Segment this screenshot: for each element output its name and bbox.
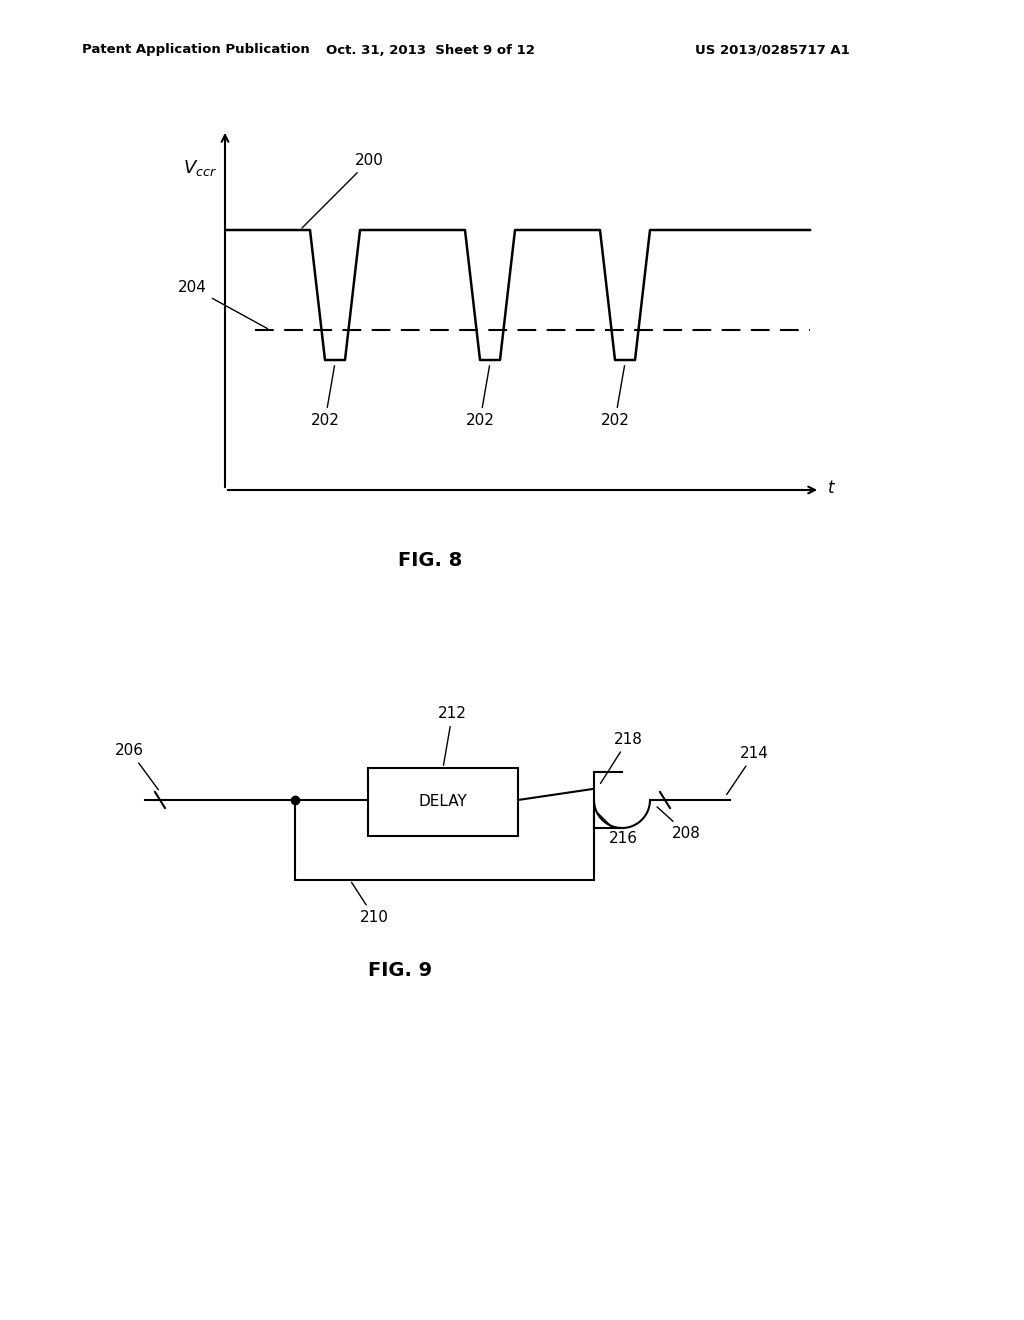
Text: FIG. 8: FIG. 8	[398, 550, 462, 569]
Text: 212: 212	[438, 706, 467, 766]
Text: 202: 202	[466, 366, 495, 428]
Text: 208: 208	[657, 807, 700, 841]
Text: 214: 214	[727, 746, 769, 795]
Text: 200: 200	[302, 153, 384, 228]
Text: DELAY: DELAY	[419, 795, 467, 809]
Text: 206: 206	[115, 743, 159, 789]
Text: US 2013/0285717 A1: US 2013/0285717 A1	[695, 44, 850, 57]
Text: 202: 202	[600, 366, 630, 428]
Text: 204: 204	[178, 280, 267, 329]
Text: 218: 218	[600, 731, 643, 784]
Text: Oct. 31, 2013  Sheet 9 of 12: Oct. 31, 2013 Sheet 9 of 12	[326, 44, 535, 57]
Text: t: t	[828, 479, 835, 498]
Text: Patent Application Publication: Patent Application Publication	[82, 44, 309, 57]
Bar	[368, 768, 518, 836]
Text: 210: 210	[351, 882, 389, 925]
Text: 216: 216	[598, 813, 638, 846]
Text: 202: 202	[310, 366, 339, 428]
Text: FIG. 9: FIG. 9	[368, 961, 432, 979]
Text: $\mathit{V}_{ccr}$: $\mathit{V}_{ccr}$	[183, 158, 217, 178]
